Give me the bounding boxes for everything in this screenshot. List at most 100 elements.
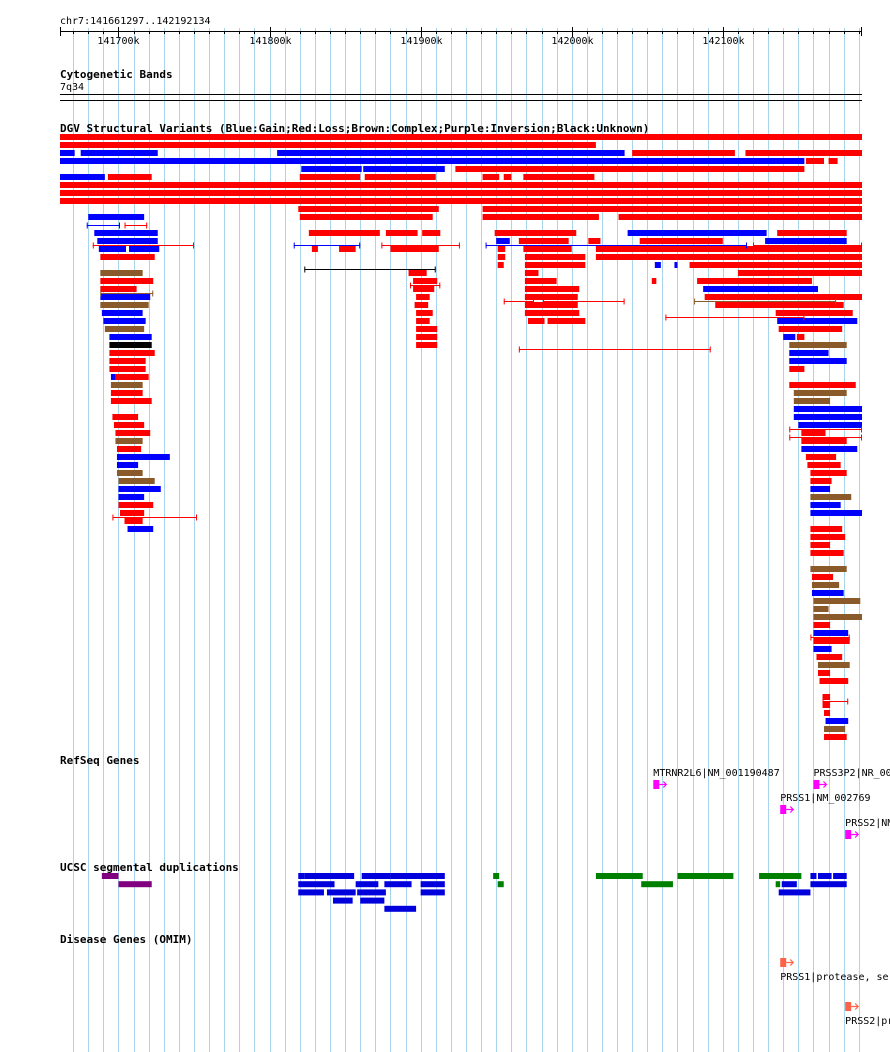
- dgv-variant-loss[interactable]: [805, 454, 837, 460]
- dgv-variant-gain[interactable]: [627, 230, 767, 236]
- dgv-variant-loss[interactable]: [416, 310, 433, 316]
- dgv-variant-complex[interactable]: [817, 662, 850, 668]
- dgv-variant-gain[interactable]: [674, 262, 678, 268]
- dgv-variant-range-loss[interactable]: [503, 298, 534, 305]
- dgv-variant-loss[interactable]: [390, 246, 439, 252]
- dgv-variant-gain[interactable]: [810, 510, 862, 516]
- dgv-variant-gain[interactable]: [810, 486, 831, 492]
- dgv-variant-loss[interactable]: [100, 286, 137, 292]
- dgv-variant-loss[interactable]: [422, 230, 441, 236]
- dgv-variant-range-loss[interactable]: [789, 426, 862, 433]
- segdup-blue[interactable]: [355, 881, 379, 888]
- dgv-variant-range-loss[interactable]: [543, 298, 625, 305]
- refseq-gene[interactable]: MTRNR2L6|NM_001190487: [653, 768, 780, 789]
- dgv-variant-loss[interactable]: [107, 174, 152, 180]
- dgv-variant-loss[interactable]: [801, 430, 826, 436]
- dgv-variant-complex[interactable]: [813, 606, 829, 612]
- dgv-variant-loss[interactable]: [547, 318, 586, 324]
- dgv-variant-loss[interactable]: [110, 398, 152, 404]
- dgv-variant-loss[interactable]: [339, 246, 356, 252]
- dgv-variant-loss[interactable]: [299, 214, 433, 220]
- dgv-variant-gain[interactable]: [118, 494, 145, 500]
- dgv-variant-loss[interactable]: [503, 174, 512, 180]
- segdup-green[interactable]: [493, 873, 500, 879]
- refseq-gene[interactable]: PRSS1|NM_002769: [780, 793, 871, 814]
- dgv-variant-loss[interactable]: [523, 174, 595, 180]
- dgv-variant-complex[interactable]: [813, 598, 861, 604]
- dgv-variant-loss[interactable]: [311, 246, 318, 252]
- dgv-variant-loss[interactable]: [618, 214, 862, 220]
- dgv-variant-loss[interactable]: [715, 302, 844, 308]
- dgv-variant-complex[interactable]: [824, 726, 846, 732]
- dgv-variant-range-gain[interactable]: [293, 242, 361, 249]
- dgv-variant-range-loss[interactable]: [518, 346, 711, 353]
- dgv-variant-loss[interactable]: [807, 462, 841, 468]
- dgv-variant-loss[interactable]: [112, 414, 139, 420]
- dgv-variant-range-gain[interactable]: [485, 242, 747, 249]
- dgv-variant-loss[interactable]: [810, 478, 832, 484]
- dgv-variant-loss[interactable]: [385, 230, 418, 236]
- dgv-variant-loss[interactable]: [497, 254, 506, 260]
- dgv-variant-loss[interactable]: [819, 678, 849, 684]
- dgv-variant-loss[interactable]: [524, 302, 578, 308]
- dgv-variant-loss[interactable]: [524, 294, 578, 300]
- segdup-blue[interactable]: [326, 889, 356, 896]
- dgv-variant-loss[interactable]: [308, 230, 380, 236]
- dgv-variant-loss[interactable]: [824, 710, 831, 716]
- dgv-variant-loss[interactable]: [810, 542, 831, 548]
- dgv-variant-gain[interactable]: [98, 246, 127, 252]
- dgv-variant-loss[interactable]: [518, 238, 569, 244]
- dgv-variant-loss[interactable]: [789, 366, 805, 372]
- dgv-variant-gain[interactable]: [110, 374, 116, 380]
- dgv-variant-loss[interactable]: [778, 326, 843, 332]
- segdup-blue[interactable]: [833, 873, 847, 879]
- dgv-variant-gain[interactable]: [129, 246, 160, 252]
- refseq-gene[interactable]: PRSS2|NM_: [845, 818, 890, 839]
- dgv-variant-unknown[interactable]: [109, 342, 152, 348]
- dgv-variant-complex[interactable]: [793, 398, 831, 404]
- segdup-green[interactable]: [641, 881, 673, 888]
- segdup-blue[interactable]: [810, 881, 847, 888]
- segdup-blue[interactable]: [298, 889, 324, 896]
- dgv-variant-loss[interactable]: [524, 278, 557, 284]
- dgv-variant-loss[interactable]: [60, 134, 862, 140]
- dgv-variant-gain[interactable]: [811, 590, 844, 596]
- dgv-variant-gain[interactable]: [654, 262, 661, 268]
- dgv-variant-loss[interactable]: [801, 438, 847, 444]
- dgv-variant-loss[interactable]: [100, 278, 154, 284]
- segdup-green[interactable]: [759, 873, 802, 879]
- segdup-green[interactable]: [497, 881, 504, 888]
- segdup-blue[interactable]: [778, 889, 811, 896]
- dgv-variant-gain[interactable]: [109, 334, 152, 340]
- dgv-variant-loss[interactable]: [524, 286, 580, 292]
- dgv-variant-loss[interactable]: [482, 206, 862, 212]
- dgv-variant-loss[interactable]: [115, 374, 149, 380]
- dgv-variant-gain[interactable]: [116, 462, 139, 468]
- dgv-variant-loss[interactable]: [416, 318, 430, 324]
- dgv-variant-loss[interactable]: [113, 422, 145, 428]
- dgv-variant-gain[interactable]: [813, 646, 832, 652]
- dgv-variant-gain[interactable]: [60, 158, 805, 164]
- dgv-variant-loss[interactable]: [789, 382, 856, 388]
- dgv-variant-loss[interactable]: [413, 286, 435, 292]
- dgv-variant-gain[interactable]: [94, 230, 158, 236]
- dgv-variant-loss[interactable]: [796, 334, 805, 340]
- dgv-variant-gain[interactable]: [810, 502, 841, 508]
- segdup-green[interactable]: [677, 873, 734, 879]
- dgv-variant-gain[interactable]: [813, 630, 849, 636]
- dgv-variant-gain[interactable]: [765, 238, 847, 244]
- dgv-variant-gain[interactable]: [127, 526, 154, 532]
- dgv-variant-loss[interactable]: [482, 214, 599, 220]
- segdup-green[interactable]: [611, 873, 643, 879]
- dgv-variant-loss[interactable]: [413, 278, 438, 284]
- dgv-variant-gain[interactable]: [118, 486, 161, 492]
- dgv-variant-loss[interactable]: [810, 534, 846, 540]
- segdup-blue[interactable]: [384, 881, 412, 888]
- dgv-variant-loss[interactable]: [745, 150, 862, 156]
- dgv-variant-loss[interactable]: [116, 446, 142, 452]
- omim-gene[interactable]: PRSS2|protease, serine, 2 (trypsin 2): [845, 1002, 890, 1027]
- dgv-variant-range-gain[interactable]: [86, 222, 120, 229]
- dgv-variant-complex[interactable]: [100, 302, 149, 308]
- dgv-variant-gain[interactable]: [801, 446, 858, 452]
- dgv-variant-gain[interactable]: [789, 350, 829, 356]
